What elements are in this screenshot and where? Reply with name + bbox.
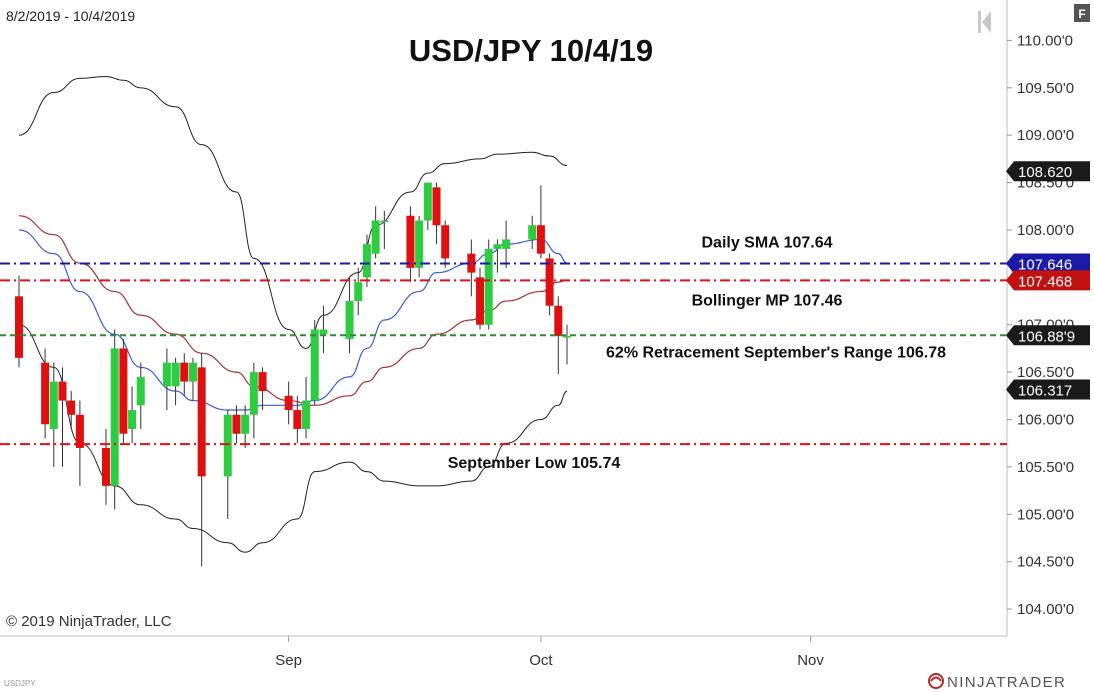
panel-button-label: F bbox=[1078, 7, 1085, 21]
candle-body bbox=[362, 244, 371, 278]
level-label: September Low 105.74 bbox=[448, 455, 621, 472]
price-tag-box bbox=[1006, 379, 1090, 400]
candle-body bbox=[423, 182, 432, 221]
y-tick-label: 105.00'0 bbox=[1017, 506, 1074, 523]
bollinger-bands bbox=[18, 75, 568, 553]
level-label: Bollinger MP 107.46 bbox=[692, 292, 843, 309]
level-labels: Daily SMA 107.64 Bollinger MP 107.46 62% R… bbox=[448, 235, 946, 473]
candle-body bbox=[493, 244, 502, 249]
candle-body bbox=[371, 220, 380, 254]
price-tag-box bbox=[1006, 253, 1090, 274]
candle-body bbox=[241, 414, 250, 434]
x-tick-label: Nov bbox=[797, 652, 824, 669]
copyright: © 2019 NinjaTrader, LLC bbox=[6, 613, 172, 630]
y-tick-label: 108.00'0 bbox=[1017, 222, 1074, 239]
y-tick-label: 104.50'0 bbox=[1017, 554, 1074, 571]
candle-body bbox=[502, 239, 511, 249]
candle-body bbox=[75, 414, 84, 448]
price-tag-box bbox=[1006, 325, 1090, 346]
candle-body bbox=[119, 348, 128, 434]
brand-name: NINJATRADER bbox=[947, 674, 1066, 691]
y-axis: 110.00'0109.50'0109.00'0108.50'0108.00'0… bbox=[1006, 32, 1090, 618]
candle-body bbox=[188, 362, 197, 382]
x-axis: Sep Oct Nov bbox=[275, 636, 824, 669]
y-tick-label: 106.50'0 bbox=[1017, 364, 1074, 381]
price-tag-text: 106.317 bbox=[1018, 382, 1072, 399]
y-tick-label: 109.00'0 bbox=[1017, 127, 1074, 144]
chart-grid bbox=[0, 0, 1008, 637]
candle-body bbox=[49, 381, 58, 429]
candle-body bbox=[171, 362, 180, 387]
candle-body bbox=[554, 305, 563, 337]
horizontal-levels bbox=[0, 262, 1007, 446]
y-tick-label: 110.00'0 bbox=[1017, 32, 1073, 49]
candle-body bbox=[41, 362, 50, 425]
candle-body bbox=[223, 414, 232, 477]
candle-body bbox=[432, 187, 441, 226]
y-tick-label: 106.00'0 bbox=[1017, 412, 1074, 429]
candle-body bbox=[232, 414, 241, 434]
y-tick-label: 109.50'0 bbox=[1017, 80, 1074, 97]
price-tag-text: 106.88'9 bbox=[1018, 328, 1075, 345]
candle-body bbox=[110, 348, 119, 486]
candle-body bbox=[258, 372, 267, 392]
candle-body bbox=[284, 395, 293, 411]
candle-body bbox=[345, 301, 354, 339]
candle-body bbox=[162, 362, 171, 387]
price-tag-text: 107.468 bbox=[1018, 273, 1072, 290]
candle-body bbox=[197, 367, 206, 477]
candle-body bbox=[302, 400, 311, 429]
candle-body bbox=[476, 277, 485, 325]
candle-body bbox=[310, 329, 319, 401]
skip-back-icon[interactable] bbox=[978, 11, 991, 33]
level-label: Daily SMA 107.64 bbox=[701, 235, 832, 252]
y-tick-label: 105.50'0 bbox=[1017, 459, 1074, 476]
candle-body bbox=[101, 447, 110, 486]
candlesticks bbox=[15, 182, 571, 567]
ninjatrader-logo: NINJATRADER bbox=[928, 673, 1066, 691]
candle-body bbox=[136, 376, 145, 406]
candle-body bbox=[293, 410, 302, 429]
candle-body bbox=[406, 215, 415, 268]
level-label: 62% Retracement September's Range 106.78 bbox=[606, 344, 946, 361]
price-tag-box bbox=[1006, 270, 1090, 291]
price-tag-text: 107.646 bbox=[1018, 257, 1072, 274]
candle-body bbox=[15, 296, 23, 358]
candle-body bbox=[545, 258, 554, 306]
price-tag-text: 108.620 bbox=[1018, 164, 1072, 181]
candle-body bbox=[319, 329, 328, 335]
bollinger-lower-line bbox=[18, 324, 568, 553]
candle-body bbox=[563, 336, 571, 338]
candle-body bbox=[67, 400, 76, 415]
candle-body bbox=[354, 282, 363, 302]
candle-body bbox=[484, 248, 493, 325]
candle-body bbox=[58, 381, 67, 401]
candle-body bbox=[249, 372, 258, 415]
bollinger-upper-line bbox=[18, 75, 568, 349]
candle-body bbox=[528, 225, 537, 240]
x-tick-label: Sep bbox=[275, 652, 302, 669]
candle-body bbox=[180, 362, 189, 382]
candle-body bbox=[380, 220, 389, 222]
candle-body bbox=[128, 410, 137, 429]
price-tag-box bbox=[1006, 161, 1090, 182]
date-range: 8/2/2019 - 10/4/2019 bbox=[6, 8, 135, 24]
y-tick-label: 104.00'0 bbox=[1017, 601, 1074, 618]
panel-button[interactable]: F bbox=[1074, 4, 1090, 22]
ma-long-line bbox=[18, 215, 568, 406]
symbol-label: USDJPY bbox=[4, 679, 36, 688]
candle-body bbox=[415, 220, 424, 268]
chart-title: USD/JPY 10/4/19 bbox=[409, 33, 653, 68]
candle-body bbox=[467, 253, 476, 273]
x-tick-label: Oct bbox=[529, 652, 553, 669]
candle-body bbox=[536, 225, 545, 254]
candle-body bbox=[441, 225, 450, 259]
